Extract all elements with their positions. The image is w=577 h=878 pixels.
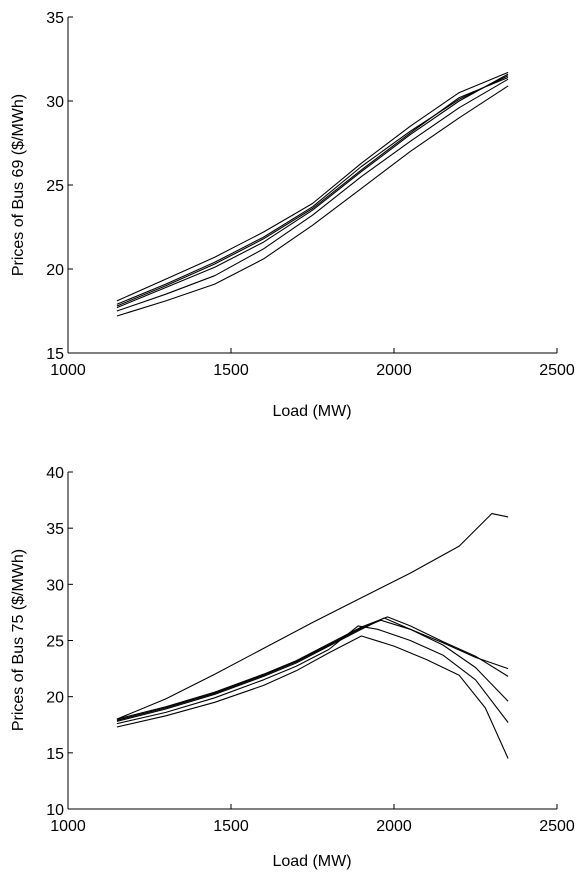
y-tick-label: 30 (46, 94, 64, 111)
series-line-1 (116, 85, 509, 317)
y-tick-label: 20 (46, 690, 64, 707)
series-line-3 (116, 616, 509, 720)
series-line-4 (116, 75, 509, 305)
series-line-2 (116, 617, 509, 722)
x-tick-label: 1000 (50, 818, 86, 835)
y-tick-label: 10 (46, 802, 64, 819)
y-tick-label: 35 (46, 10, 64, 27)
y-tick-label: 15 (46, 746, 64, 763)
y-tick-label: 20 (46, 262, 64, 279)
x-tick-label: 1000 (50, 362, 86, 379)
x-tick-label: 1500 (213, 818, 249, 835)
x-axis-title: Load (MW) (272, 403, 351, 420)
y-tick-label: 15 (46, 346, 64, 363)
x-axis-title: Load (MW) (272, 853, 351, 870)
chart-bus-69: Prices of Bus 69 ($/MWh) Load (MW) 15 20 2… (10, 10, 575, 420)
series-line-6 (116, 76, 509, 307)
y-tick-label: 30 (46, 577, 64, 594)
y-tick-label: 40 (46, 465, 64, 482)
x-tick-label: 2000 (376, 818, 412, 835)
y-axis-title: Prices of Bus 69 ($/MWh) (10, 94, 27, 276)
y-axis-title: Prices of Bus 75 ($/MWh) (10, 549, 27, 731)
series-line-3 (116, 73, 509, 309)
x-tick-label: 2000 (376, 362, 412, 379)
series-line-2 (116, 78, 509, 312)
y-tick-label: 35 (46, 521, 64, 538)
x-tick-label: 1500 (213, 362, 249, 379)
series-line-6 (116, 635, 509, 759)
chart-bus-75: Prices of Bus 75 ($/MWh) Load (MW) 10 15 2… (10, 465, 575, 870)
series-line-5 (116, 71, 509, 302)
series-line-1 (116, 513, 509, 720)
y-tick-label: 25 (46, 634, 64, 651)
x-tick-label: 2500 (539, 818, 575, 835)
series-line-5 (116, 625, 509, 725)
y-tick-label: 25 (46, 178, 64, 195)
x-tick-label: 2500 (539, 362, 575, 379)
